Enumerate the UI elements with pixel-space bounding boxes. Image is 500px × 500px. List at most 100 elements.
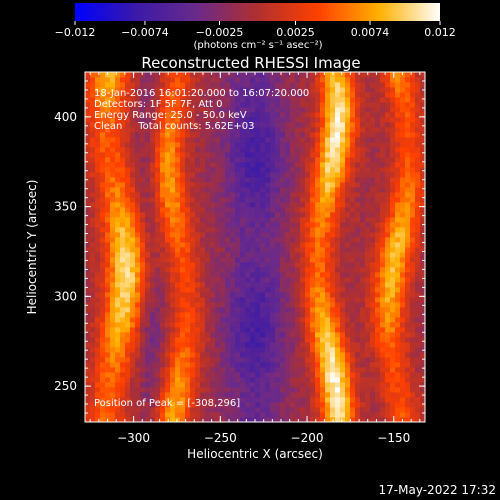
heatmap-cell xyxy=(375,87,381,93)
heatmap-cell xyxy=(420,217,425,223)
heatmap-cell xyxy=(335,327,341,333)
heatmap-cell xyxy=(375,267,381,273)
heatmap-cell xyxy=(115,367,121,373)
heatmap-cell xyxy=(120,157,126,163)
heatmap-cell xyxy=(170,282,176,288)
heatmap-cell xyxy=(295,237,301,243)
heatmap-cell xyxy=(160,267,166,273)
heatmap-cell xyxy=(390,287,396,293)
heatmap-cell xyxy=(240,247,246,253)
heatmap-cell xyxy=(310,337,316,343)
heatmap-cell xyxy=(250,352,256,358)
heatmap-cell xyxy=(300,122,306,128)
heatmap-cell xyxy=(100,227,106,233)
heatmap-cell xyxy=(320,332,326,338)
heatmap-cell xyxy=(180,267,186,273)
heatmap-cell xyxy=(285,112,291,118)
heatmap-cell xyxy=(265,177,271,183)
heatmap-cell xyxy=(285,272,291,278)
heatmap-cell xyxy=(155,377,161,383)
heatmap-cell xyxy=(410,407,416,413)
heatmap-cell xyxy=(185,182,191,188)
heatmap-cell xyxy=(180,212,186,218)
heatmap-cell xyxy=(140,257,146,263)
heatmap-cell xyxy=(360,332,366,338)
heatmap-cell xyxy=(370,102,376,108)
heatmap-cell xyxy=(95,347,101,353)
heatmap-cell xyxy=(290,247,296,253)
heatmap-cell xyxy=(385,412,391,418)
heatmap-cell xyxy=(85,412,91,418)
heatmap-cell xyxy=(360,142,366,148)
heatmap-cell xyxy=(410,312,416,318)
heatmap-cell xyxy=(115,147,121,153)
heatmap-cell xyxy=(230,102,236,108)
heatmap-cell xyxy=(220,367,226,373)
heatmap-cell xyxy=(275,112,281,118)
heatmap-cell xyxy=(205,97,211,103)
heatmap-cell xyxy=(245,377,251,383)
heatmap-cell xyxy=(160,102,166,108)
heatmap-cell xyxy=(255,317,261,323)
heatmap-cell xyxy=(110,312,116,318)
heatmap-cell xyxy=(340,302,346,308)
heatmap-cell xyxy=(160,407,166,413)
heatmap-cell xyxy=(145,277,151,283)
heatmap-cell xyxy=(170,112,176,118)
heatmap-cell xyxy=(175,167,181,173)
heatmap-cell xyxy=(200,407,206,413)
heatmap-cell xyxy=(290,212,296,218)
heatmap-cell xyxy=(115,372,121,378)
heatmap-cell xyxy=(195,197,201,203)
heatmap-cell xyxy=(370,112,376,118)
heatmap-cell xyxy=(205,182,211,188)
heatmap-cell xyxy=(165,182,171,188)
heatmap-cell xyxy=(110,212,116,218)
heatmap-cell xyxy=(210,247,216,253)
heatmap-cell xyxy=(145,207,151,213)
heatmap-cell xyxy=(330,377,336,383)
heatmap-cell xyxy=(305,362,311,368)
heatmap-cell xyxy=(155,187,161,193)
heatmap-cell xyxy=(100,262,106,268)
heatmap-cell xyxy=(105,247,111,253)
heatmap-cell xyxy=(110,247,116,253)
heatmap-cell xyxy=(390,212,396,218)
heatmap-cell xyxy=(120,102,126,108)
heatmap-cell xyxy=(285,257,291,263)
heatmap-cell xyxy=(210,97,216,103)
heatmap-cell xyxy=(190,152,196,158)
heatmap-cell xyxy=(380,322,386,328)
heatmap-cell xyxy=(200,397,206,403)
heatmap-cell xyxy=(355,292,361,298)
heatmap-cell xyxy=(395,377,401,383)
heatmap-cell xyxy=(225,267,231,273)
heatmap-cell xyxy=(300,207,306,213)
heatmap-cell xyxy=(240,342,246,348)
heatmap-cell xyxy=(195,262,201,268)
heatmap-cell xyxy=(170,392,176,398)
heatmap-cell xyxy=(215,217,221,223)
heatmap-cell xyxy=(200,312,206,318)
heatmap-cell xyxy=(105,297,111,303)
heatmap-cell xyxy=(275,417,281,422)
heatmap-cell xyxy=(85,317,91,323)
heatmap-cell xyxy=(125,257,131,263)
heatmap-cell xyxy=(380,237,386,243)
heatmap-cell xyxy=(235,92,241,98)
heatmap-cell xyxy=(130,157,136,163)
heatmap-cell xyxy=(120,162,126,168)
heatmap-cell xyxy=(120,402,126,408)
heatmap-cell xyxy=(305,252,311,258)
heatmap-cell xyxy=(325,382,331,388)
heatmap-cell xyxy=(215,402,221,408)
heatmap-cell xyxy=(210,222,216,228)
heatmap-cell xyxy=(275,412,281,418)
heatmap-cell xyxy=(415,317,421,323)
heatmap-cell xyxy=(390,407,396,413)
heatmap-cell xyxy=(225,307,231,313)
heatmap-cell xyxy=(375,287,381,293)
heatmap-cell xyxy=(215,247,221,253)
heatmap-cell xyxy=(395,232,401,238)
heatmap-cell xyxy=(340,147,346,153)
